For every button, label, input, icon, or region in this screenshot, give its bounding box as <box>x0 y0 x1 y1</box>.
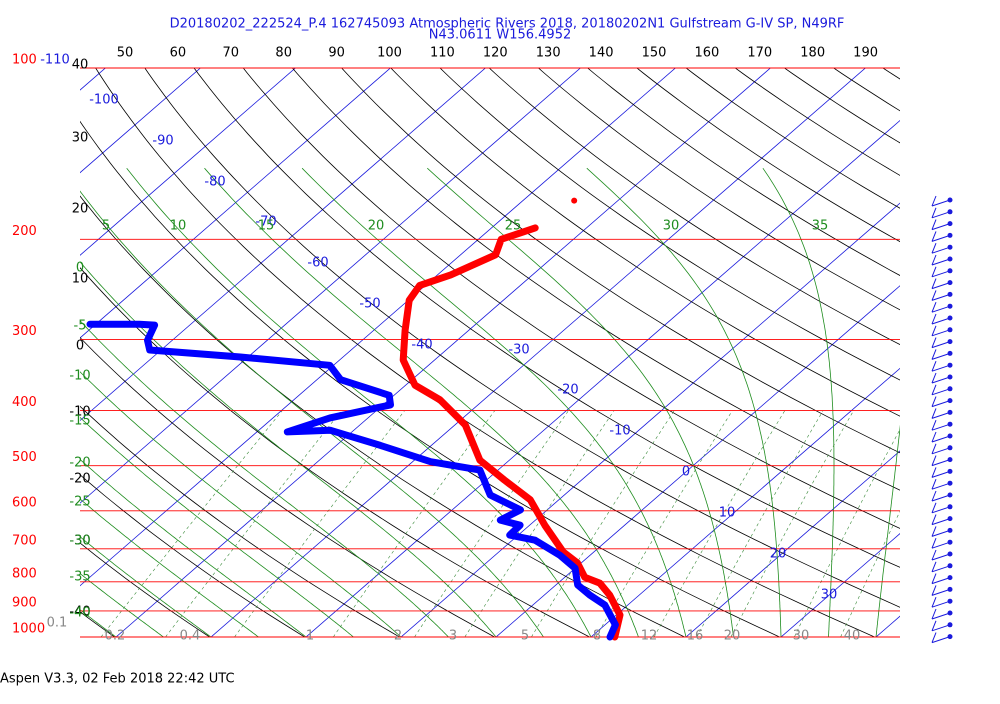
mixing-ratio-label: 1 <box>306 629 314 644</box>
left-label: -20 <box>69 472 90 487</box>
mixing-ratio-label: 5 <box>521 629 529 644</box>
moist-adiabat-label: 30 <box>663 219 680 234</box>
top-label: 140 <box>589 46 614 61</box>
profile-point <box>571 198 577 204</box>
mixing-ratio-label: 3 <box>449 629 457 644</box>
top-label: 120 <box>483 46 508 61</box>
isotherm-label: 20 <box>770 547 787 562</box>
mixing-ratio-label: 12 <box>641 629 658 644</box>
moist-adiabat-label: -10 <box>69 369 90 384</box>
mixing-ratio-label: 0.4 <box>180 629 201 644</box>
top-label: 60 <box>170 46 187 61</box>
isotherm-label: 0 <box>682 465 690 480</box>
top-label: 70 <box>223 46 240 61</box>
moist-adiabat-label: -15 <box>69 414 90 429</box>
left-label: 0 <box>76 339 84 354</box>
moist-adiabat-label: 15 <box>258 219 275 234</box>
top-label: 90 <box>328 46 345 61</box>
isotherm-label: -110 <box>40 53 70 68</box>
isotherm-label: -10 <box>609 424 630 439</box>
isotherm-label: -40 <box>411 338 432 353</box>
mixing-ratio-label: 0.1 <box>47 616 68 631</box>
mixing-ratio-label: 20 <box>724 629 741 644</box>
mixing-ratio-label: 30 <box>793 629 810 644</box>
isotherm-label: -90 <box>152 134 173 149</box>
top-label: 170 <box>747 46 772 61</box>
moist-adiabat-label: 5 <box>102 219 110 234</box>
isotherm-label: 30 <box>821 588 838 603</box>
top-label: 150 <box>642 46 667 61</box>
pressure-label: 600 <box>12 495 37 510</box>
isotherm-label: -100 <box>89 93 119 108</box>
moist-adiabat-label: -5 <box>74 319 87 334</box>
moist-adiabat-label: 35 <box>812 219 829 234</box>
top-label: 190 <box>853 46 878 61</box>
pressure-label: 200 <box>12 224 37 239</box>
moist-adiabat-label: -25 <box>69 495 90 510</box>
left-label: 20 <box>72 202 89 217</box>
pressure-label: 400 <box>12 395 37 410</box>
mixing-ratio-label: 8 <box>593 629 601 644</box>
top-label: 50 <box>117 46 134 61</box>
pressure-label: 900 <box>12 595 37 610</box>
left-label: 30 <box>72 131 89 146</box>
chart-subtitle: N43.0611 W156.4952 <box>429 28 572 43</box>
top-label: 180 <box>800 46 825 61</box>
isotherm-label: -60 <box>307 256 328 271</box>
pressure-label: 800 <box>12 566 37 581</box>
top-label: 160 <box>694 46 719 61</box>
moist-adiabat-label: 10 <box>170 219 187 234</box>
top-label: 100 <box>377 46 402 61</box>
footer: Aspen V3.3, 02 Feb 2018 22:42 UTC <box>0 672 235 687</box>
pressure-label: 100 <box>12 53 37 68</box>
moist-adiabat-label: 20 <box>368 219 385 234</box>
top-label: 80 <box>275 46 292 61</box>
pressure-label: 700 <box>12 533 37 548</box>
left-label: 40 <box>72 58 89 73</box>
pressure-label: 500 <box>12 450 37 465</box>
moist-adiabat-label: -30 <box>69 534 90 549</box>
top-label: 110 <box>430 46 455 61</box>
moist-adiabat-label: -40 <box>69 606 90 621</box>
mixing-ratio-label: 40 <box>844 629 861 644</box>
mixing-ratio-label: 2 <box>394 629 402 644</box>
isotherm-label: -30 <box>508 343 529 358</box>
isotherm-label: -50 <box>359 297 380 312</box>
top-label: 130 <box>536 46 561 61</box>
isotherm-label: -80 <box>204 175 225 190</box>
isotherm-label: 10 <box>719 506 736 521</box>
mixing-ratio-label: 0.2 <box>105 629 126 644</box>
moist-adiabat-label: -20 <box>69 456 90 471</box>
mixing-ratio-label: 16 <box>687 629 704 644</box>
moist-adiabat-label: 0 <box>76 261 84 276</box>
pressure-label: 1000 <box>12 622 45 637</box>
pressure-label: 300 <box>12 324 37 339</box>
isotherm-label: -20 <box>557 383 578 398</box>
moist-adiabat-label: -35 <box>69 570 90 585</box>
